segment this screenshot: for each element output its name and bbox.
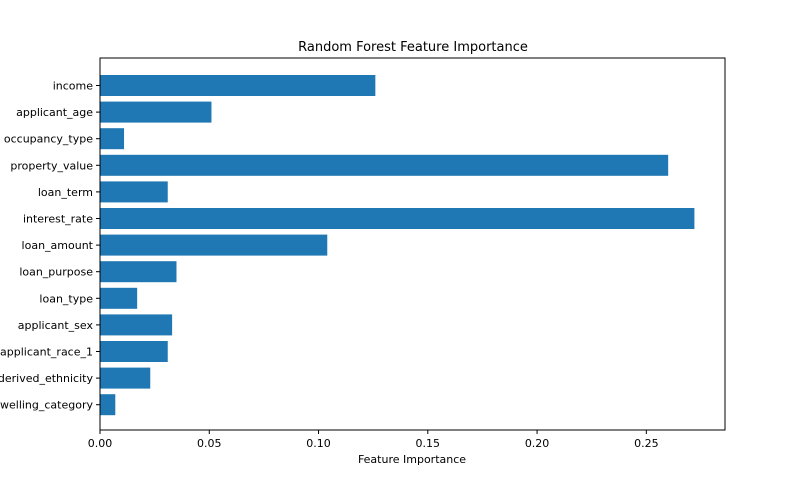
y-tick-label: occupancy_type	[4, 133, 93, 146]
bar-interest-rate	[100, 208, 695, 229]
x-tick-label: 0.00	[88, 437, 113, 450]
bar-occupancy-type	[100, 128, 125, 150]
chart-title: Random Forest Feature Importance	[298, 40, 528, 55]
y-tick-label: loan_type	[39, 292, 93, 305]
y-tick-label: income	[53, 80, 94, 93]
plot-frame	[99, 57, 726, 431]
bar-dwelling-category	[100, 394, 116, 416]
x-axis-ticks: 0.00 0.05 0.10 0.15 0.20 0.25	[88, 430, 659, 450]
y-axis-ticks: income applicant_age occupancy_typepropert…	[0, 80, 100, 412]
bar-loan-amount	[100, 234, 328, 256]
y-tick-label: applicant_age	[16, 106, 93, 119]
bar-loan-type	[100, 287, 138, 309]
y-tick-label: property_value	[10, 159, 93, 172]
x-axis-label: Feature Importance	[358, 453, 466, 466]
x-tick-label: 0.05	[197, 437, 222, 450]
bars-group	[100, 75, 695, 416]
bar-loan-purpose	[100, 261, 177, 283]
y-tick-label: applicant_sex	[18, 319, 94, 332]
y-tick-label: loan_amount	[22, 239, 94, 252]
y-tick-label: applicant_race_1	[0, 346, 93, 359]
x-tick-label: 0.25	[634, 437, 659, 450]
bar-applicant-sex	[100, 314, 173, 336]
y-tick-label: loan_purpose	[19, 266, 93, 279]
bar-applicant-age	[100, 101, 212, 123]
bar-loan-term	[100, 181, 168, 203]
bar-income	[100, 75, 376, 96]
bar-derived-ethnicity	[100, 367, 151, 389]
x-tick-label: 0.20	[525, 437, 550, 450]
x-tick-label: 0.10	[306, 437, 331, 450]
y-tick-label: interest_rate	[23, 213, 93, 226]
y-tick-label: dwelling_category	[0, 399, 93, 412]
bar-property-value	[100, 154, 669, 176]
y-tick-label: loan_term	[38, 186, 93, 199]
bar-applicant-race-1	[100, 341, 168, 362]
x-tick-label: 0.15	[416, 437, 441, 450]
y-tick-label: derived_ethnicity	[0, 372, 93, 385]
